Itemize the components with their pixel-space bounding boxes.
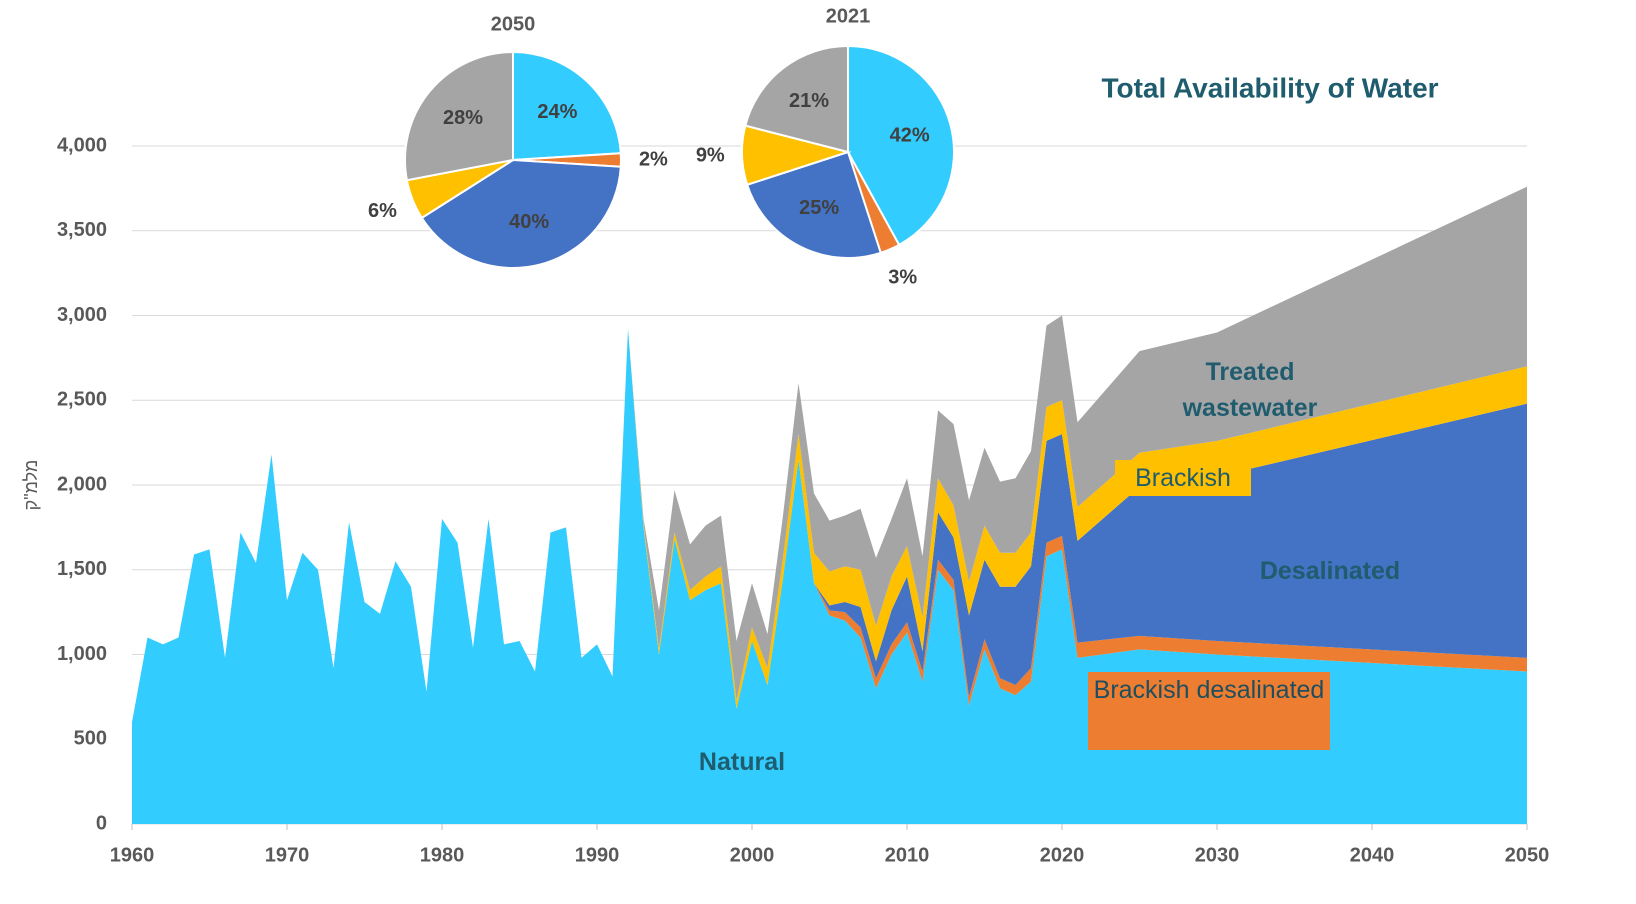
- x-tick-label: 1960: [110, 844, 155, 866]
- pie-label: 42%: [890, 124, 930, 146]
- x-tick-label: 2050: [1505, 844, 1550, 866]
- x-tick-label: 1970: [265, 844, 310, 866]
- y-tick-label: 0: [96, 812, 107, 834]
- y-tick-label: 2,000: [57, 473, 107, 495]
- x-tick-label: 2010: [885, 844, 930, 866]
- pie-label: 24%: [537, 101, 577, 123]
- pie-slice: [847, 44, 955, 247]
- x-tick-label: 2020: [1040, 844, 1085, 866]
- pie-label: 3%: [888, 267, 917, 289]
- area-label: Natural: [698, 748, 786, 776]
- pie-label: 21%: [789, 90, 829, 112]
- y-tick-label: 1,500: [57, 558, 107, 580]
- area: [132, 329, 1527, 723]
- x-tick-label: 1990: [575, 844, 620, 866]
- x-tick-label: 2030: [1195, 844, 1240, 866]
- pie-label: 9%: [696, 145, 725, 167]
- y-tick-label: 1,000: [57, 643, 107, 665]
- y-axis-label: מלמ"ק: [21, 460, 41, 511]
- y-tick-label: 3,500: [57, 219, 107, 241]
- area-label: Brackish desalinated: [1088, 672, 1330, 750]
- y-tick-label: 2,500: [57, 389, 107, 411]
- x-tick-label: 2040: [1350, 844, 1395, 866]
- x-tick-label: 1980: [420, 844, 465, 866]
- y-tick-label: 3,000: [57, 304, 107, 326]
- area-label: Desalinated: [1259, 557, 1401, 585]
- area-label: Brackish: [1115, 460, 1251, 496]
- pie-label: 25%: [799, 197, 839, 219]
- pie-slice: [745, 150, 883, 259]
- x-tick-label: 2000: [730, 844, 775, 866]
- pie-slice: [512, 50, 622, 162]
- pie-title: 2021: [826, 5, 871, 27]
- pie-title: 2050: [491, 13, 536, 35]
- y-tick-label: 4,000: [57, 134, 107, 156]
- pie-slice: [404, 50, 514, 182]
- y-tick-label: 500: [74, 728, 107, 750]
- pie-label: 40%: [509, 211, 549, 233]
- pie-slice: [744, 44, 849, 154]
- chart-title: Total Availability of Water: [1101, 72, 1438, 103]
- pie-label: 2%: [639, 148, 668, 170]
- area-label: Treated wastewater: [1182, 358, 1318, 422]
- pie-label: 6%: [368, 200, 397, 222]
- pie-label: 28%: [443, 107, 483, 129]
